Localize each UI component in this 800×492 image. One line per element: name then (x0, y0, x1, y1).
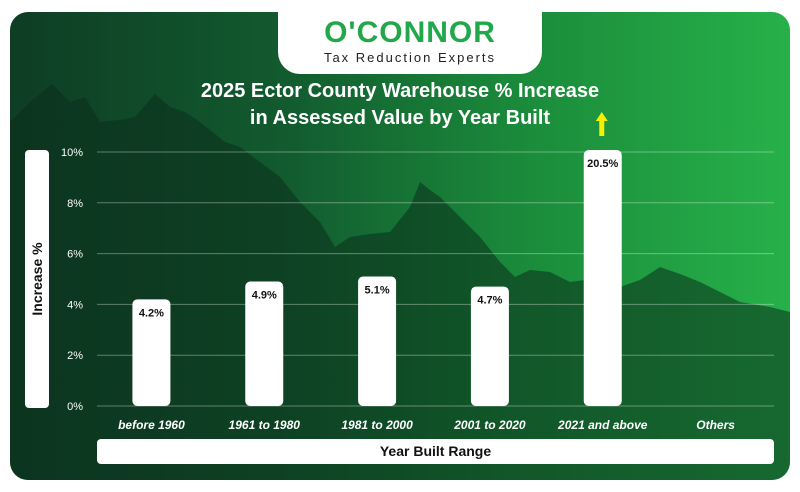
brand-logo: O'CONNOR Tax Reduction Experts (278, 12, 542, 74)
data-label: 5.1% (365, 284, 390, 296)
bar (132, 299, 171, 406)
bar (358, 276, 397, 406)
x-tick-label: Others (696, 418, 735, 432)
bar (470, 286, 509, 406)
data-label: 4.2% (139, 307, 164, 319)
data-label: 4.9% (252, 290, 277, 302)
y-tick-label: 2% (67, 350, 83, 362)
y-tick-label: 0% (67, 401, 83, 413)
x-tick-label: before 1960 (118, 418, 185, 432)
y-tick-label: 10% (61, 147, 83, 159)
bar (245, 281, 284, 406)
y-tick-label: 6% (67, 249, 83, 261)
brand-tagline: Tax Reduction Experts (323, 50, 497, 65)
y-tick-label: 4% (67, 299, 83, 311)
y-tick-label: 8% (67, 198, 83, 210)
brand-name: O'CONNOR (324, 16, 496, 49)
data-label: 20.5% (587, 158, 618, 170)
chart-title: 2025 Ector County Warehouse % Increase i… (0, 78, 800, 132)
x-tick-label: 2021 and above (557, 418, 648, 432)
overflow-arrow-icon (595, 112, 608, 136)
chart-title-line-2: in Assessed Value by Year Built (249, 107, 551, 129)
bar (583, 150, 622, 406)
x-tick-label: 1961 to 1980 (229, 418, 301, 432)
y-axis-label-box (25, 150, 49, 408)
x-axis-label: Year Built Range (97, 439, 774, 464)
chart-title-line-1: 2025 Ector County Warehouse % Increase (200, 80, 600, 102)
data-label: 4.7% (477, 295, 502, 307)
x-tick-label: 2001 to 2020 (453, 418, 526, 432)
x-tick-label: 1981 to 2000 (341, 418, 413, 432)
